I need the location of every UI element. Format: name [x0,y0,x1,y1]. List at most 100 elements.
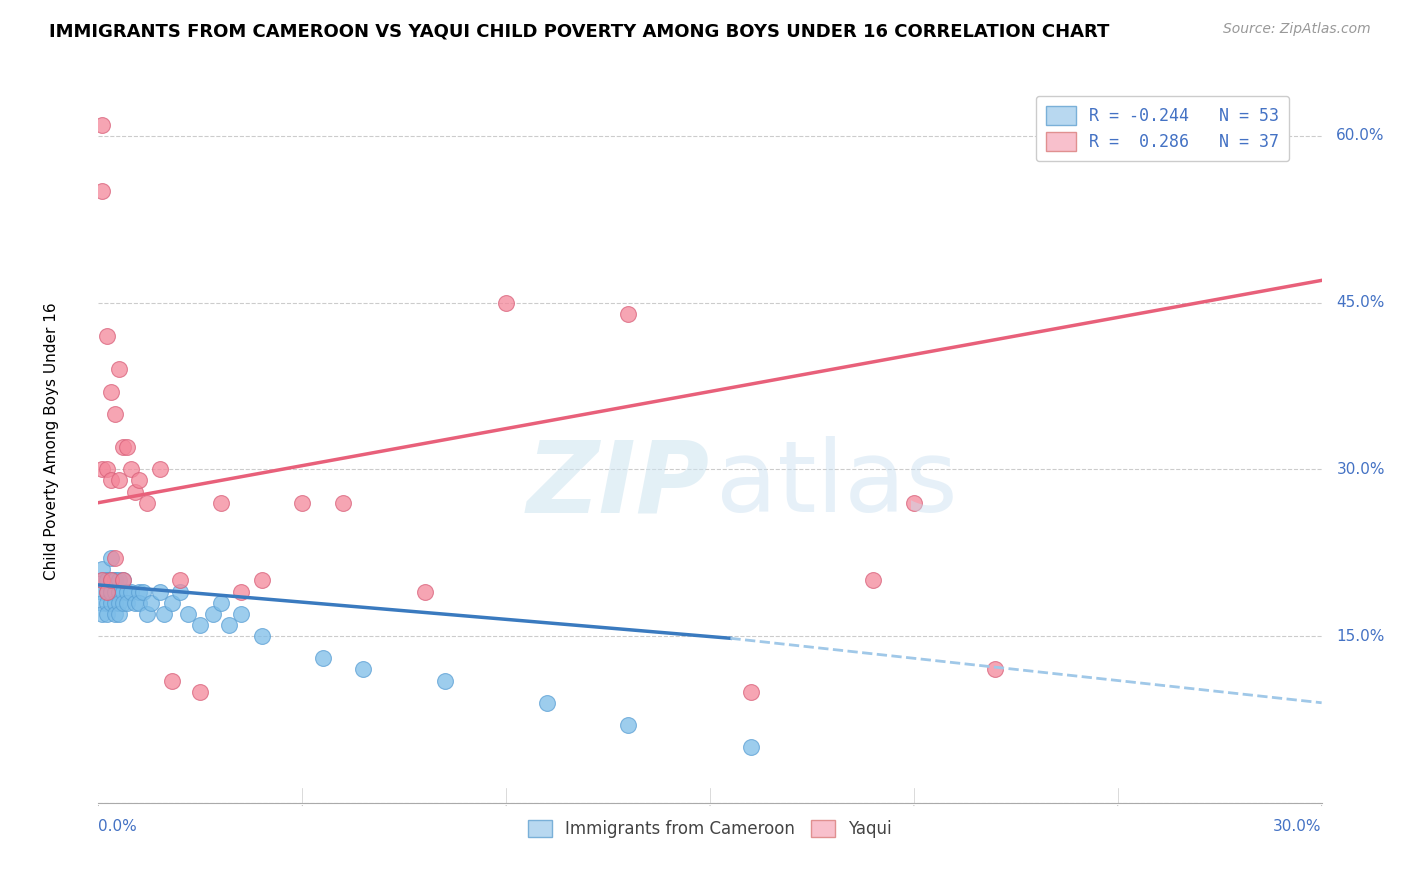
Point [740,740,762,755]
Point [120,462,142,476]
Point [124,596,146,610]
Point [104,551,127,566]
Text: Source: ZipAtlas.com: Source: ZipAtlas.com [1223,22,1371,37]
Point [218,618,240,632]
Point [104,596,127,610]
Point [231,584,253,599]
Point [96,584,118,599]
Point [231,607,253,621]
Point [128,474,150,488]
Point [91,574,114,588]
Point [96,596,118,610]
Text: atlas: atlas [716,436,957,533]
Point [91,118,114,132]
Point [108,362,131,376]
Point [536,696,558,710]
Point [124,484,146,499]
Point [100,584,122,599]
Point [250,574,273,588]
Point [104,574,127,588]
Point [96,329,118,343]
Point [495,295,517,310]
Point [862,574,884,588]
Point [96,574,118,588]
Point [91,607,114,621]
Text: 60.0%: 60.0% [1336,128,1385,144]
Text: 45.0%: 45.0% [1336,295,1385,310]
Point [352,662,374,676]
Point [312,651,335,665]
Point [91,584,114,599]
Point [91,574,114,588]
Point [120,584,142,599]
Point [617,307,640,321]
Point [903,496,925,510]
Point [149,584,172,599]
Point [104,407,127,421]
Point [111,440,134,454]
Point [250,629,273,643]
Point [128,596,150,610]
Point [108,596,131,610]
Point [104,574,127,588]
Point [209,596,232,610]
Point [111,574,134,588]
Point [177,607,200,621]
Point [108,607,131,621]
Point [169,584,191,599]
Point [100,574,122,588]
Point [108,574,131,588]
Point [115,584,138,599]
Point [115,596,138,610]
Point [209,496,232,510]
Point [108,584,131,599]
Point [169,574,191,588]
Point [104,607,127,621]
Point [984,662,1007,676]
Text: IMMIGRANTS FROM CAMEROON VS YAQUI CHILD POVERTY AMONG BOYS UNDER 16 CORRELATION : IMMIGRANTS FROM CAMEROON VS YAQUI CHILD … [49,22,1109,40]
Point [111,596,134,610]
Point [201,607,224,621]
Point [96,584,118,599]
Point [128,584,150,599]
Point [136,607,159,621]
Point [332,496,354,510]
Point [91,185,114,199]
Point [91,562,114,576]
Point [100,584,122,599]
Point [111,574,134,588]
Point [188,684,212,698]
Legend: Immigrants from Cameroon, Yaqui: Immigrants from Cameroon, Yaqui [522,814,898,845]
Point [104,584,127,599]
Point [91,596,114,610]
Text: ZIP: ZIP [527,436,710,533]
Point [100,596,122,610]
Point [96,574,118,588]
Text: 0.0%: 0.0% [98,819,138,834]
Point [152,607,174,621]
Point [434,673,457,688]
Point [108,474,131,488]
Point [132,584,155,599]
Point [413,584,436,599]
Point [160,596,183,610]
Point [111,584,134,599]
Point [141,596,163,610]
Point [115,440,138,454]
Point [740,684,762,698]
Point [291,496,314,510]
Text: 30.0%: 30.0% [1274,819,1322,834]
Point [91,462,114,476]
Text: Child Poverty Among Boys Under 16: Child Poverty Among Boys Under 16 [45,302,59,581]
Point [136,496,159,510]
Text: 15.0%: 15.0% [1336,629,1385,643]
Point [617,718,640,732]
Point [100,551,122,566]
Point [149,462,172,476]
Point [160,673,183,688]
Point [96,462,118,476]
Text: 30.0%: 30.0% [1336,462,1385,477]
Point [96,607,118,621]
Point [100,384,122,399]
Point [188,618,212,632]
